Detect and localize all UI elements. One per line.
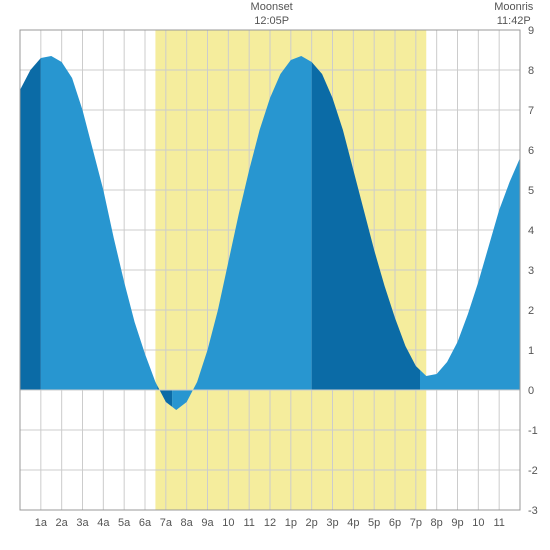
- x-tick-label: 11: [243, 517, 254, 529]
- y-tick-label: -2: [528, 465, 538, 477]
- x-tick-label: 3p: [326, 517, 338, 529]
- chart-svg: 1a2a3a4a5a6a7a8a9a1011121p2p3p4p5p6p7p8p…: [0, 0, 550, 550]
- x-tick-label: 10: [472, 517, 484, 529]
- x-tick-label: 2a: [56, 517, 69, 529]
- x-tick-label: 9p: [451, 517, 463, 529]
- y-tick-label: 1: [528, 345, 534, 357]
- y-tick-label: -1: [528, 425, 538, 437]
- x-tick-label: 7p: [410, 517, 422, 529]
- x-tick-label: 12: [264, 517, 276, 529]
- x-tick-label: 5p: [368, 517, 380, 529]
- y-tick-label: 0: [528, 385, 534, 397]
- x-tick-label: 2p: [306, 517, 318, 529]
- x-tick-label: 3a: [76, 517, 89, 529]
- x-tick-label: 8p: [431, 517, 443, 529]
- x-tick-label: 1p: [285, 517, 297, 529]
- y-tick-label: 4: [528, 225, 534, 237]
- x-tick-label: 4a: [97, 517, 110, 529]
- x-tick-label: 7a: [160, 517, 173, 529]
- y-tick-label: 3: [528, 265, 534, 277]
- x-tick-label: 6p: [389, 517, 401, 529]
- x-tick-label: 8a: [181, 517, 194, 529]
- moon-event-time: 11:42P: [484, 14, 544, 28]
- moon-event-title: Moonset: [242, 0, 302, 14]
- x-tick-label: 4p: [347, 517, 359, 529]
- y-tick-label: 7: [528, 105, 534, 117]
- moon-event-label: Moonris11:42P: [484, 0, 544, 29]
- x-tick-label: 9a: [201, 517, 214, 529]
- moon-event-label: Moonset12:05P: [242, 0, 302, 29]
- moon-event-title: Moonris: [484, 0, 544, 14]
- y-tick-label: 6: [528, 145, 534, 157]
- x-tick-label: 10: [222, 517, 234, 529]
- y-tick-label: 2: [528, 305, 534, 317]
- moon-event-time: 12:05P: [242, 14, 302, 28]
- x-tick-label: 6a: [139, 517, 152, 529]
- x-tick-label: 11: [493, 517, 504, 529]
- y-tick-label: 8: [528, 65, 534, 77]
- x-tick-label: 1a: [35, 517, 48, 529]
- y-tick-label: -3: [528, 505, 538, 517]
- tide-chart: 1a2a3a4a5a6a7a8a9a1011121p2p3p4p5p6p7p8p…: [0, 0, 550, 550]
- y-tick-label: 5: [528, 185, 534, 197]
- x-tick-label: 5a: [118, 517, 131, 529]
